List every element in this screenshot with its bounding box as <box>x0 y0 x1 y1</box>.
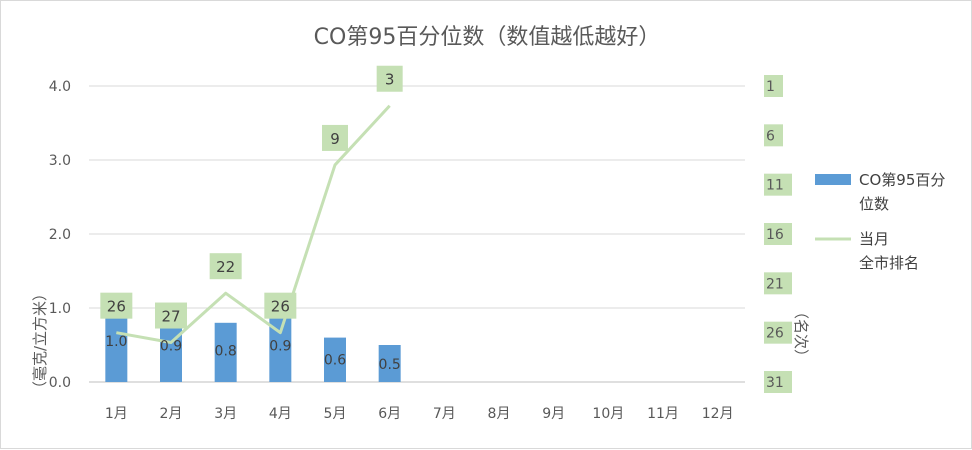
bar <box>269 315 292 382</box>
bar-data-label: 0.9 <box>160 339 182 355</box>
rank-data-label: 9 <box>330 130 340 148</box>
rank-label-box <box>376 65 403 92</box>
rank-data-label: 26 <box>271 298 290 316</box>
bar-data-label: 0.9 <box>269 339 291 355</box>
y2-tick-label: 1 <box>766 79 775 95</box>
y-axis-title: （毫克/立方米） <box>31 286 49 396</box>
x-tick-label: 8月 <box>488 406 511 422</box>
y2-tick-box <box>764 75 783 97</box>
bar-data-label: 0.8 <box>215 343 237 359</box>
bar <box>378 345 401 382</box>
x-tick-label: 11月 <box>647 406 679 422</box>
rank-label-box <box>209 253 242 280</box>
bar <box>324 337 346 382</box>
legend-bar-label-2: 位数 <box>859 195 889 213</box>
y2-tick-label: 6 <box>766 128 775 144</box>
x-tick-label: 4月 <box>269 406 292 422</box>
y2-axis-title: （名次） <box>792 304 810 364</box>
x-tick-label: 6月 <box>378 406 401 422</box>
chart-title: CO第95百分位数（数值越低越好） <box>313 25 661 50</box>
y-tick-label: 2.0 <box>49 227 71 243</box>
x-tick-label: 10月 <box>592 406 624 422</box>
y2-tick-label: 26 <box>766 326 784 342</box>
x-tick-label: 12月 <box>702 406 734 422</box>
y2-tick-label: 11 <box>766 178 784 194</box>
bar <box>160 315 182 382</box>
rank-data-label: 26 <box>107 298 126 316</box>
rank-data-label: 3 <box>385 71 395 89</box>
y2-tick-box <box>764 173 792 196</box>
rank-data-label: 27 <box>161 308 180 326</box>
y2-tick-box <box>764 272 792 295</box>
x-tick-label: 2月 <box>160 406 183 422</box>
legend-line-label-2: 全市排名 <box>859 254 919 272</box>
bar <box>105 308 128 382</box>
rank-line <box>116 104 391 345</box>
y-tick-label: 3.0 <box>49 153 71 169</box>
legend-bar-label-1: CO第95百分 <box>859 171 945 189</box>
x-tick-label: 7月 <box>433 406 456 422</box>
rank-data-label: 22 <box>216 258 235 276</box>
rank-label-box <box>322 124 348 151</box>
x-tick-label: 1月 <box>105 406 128 422</box>
x-tick-label: 5月 <box>324 406 347 422</box>
legend-bar-swatch <box>815 174 851 185</box>
y2-tick-box <box>764 321 792 344</box>
y-tick-label: 4.0 <box>49 79 71 95</box>
bar-data-label: 1.0 <box>105 334 127 350</box>
rank-label-box <box>264 292 297 319</box>
y2-tick-box <box>764 124 783 147</box>
y2-tick-label: 16 <box>766 227 784 243</box>
y2-tick-label: 21 <box>766 276 784 292</box>
bar-data-label: 0.5 <box>379 357 401 373</box>
legend-line-label-1: 当月 <box>859 230 889 248</box>
x-tick-label: 3月 <box>214 406 237 422</box>
rank-label-box <box>155 302 187 329</box>
y2-tick-box <box>764 371 792 393</box>
bar-data-label: 0.6 <box>324 352 346 368</box>
x-tick-label: 9月 <box>542 406 565 422</box>
bar <box>214 322 237 382</box>
rank-label-box <box>100 292 133 319</box>
y-tick-label: 0.0 <box>49 375 71 391</box>
y2-tick-box <box>764 223 792 245</box>
y2-tick-label: 31 <box>766 375 784 391</box>
y-tick-label: 1.0 <box>49 301 71 317</box>
